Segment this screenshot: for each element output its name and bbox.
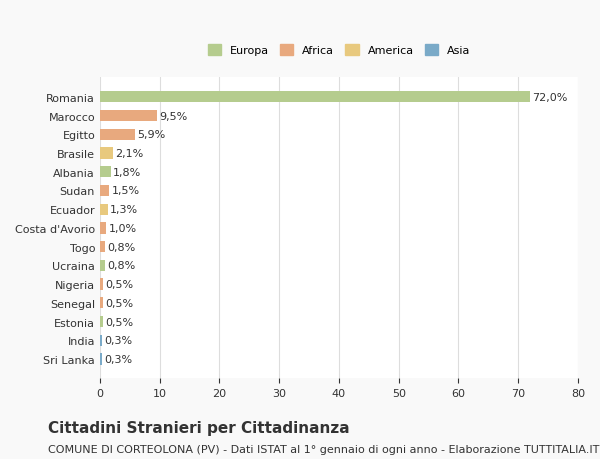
Text: 1,5%: 1,5% [112, 186, 139, 196]
Bar [100, 204, 108, 215]
Text: 0,3%: 0,3% [104, 336, 132, 346]
Text: 0,3%: 0,3% [104, 354, 132, 364]
Text: 72,0%: 72,0% [533, 93, 568, 102]
Bar [100, 260, 105, 271]
Text: 9,5%: 9,5% [159, 111, 187, 121]
Bar [100, 335, 102, 346]
Bar [100, 148, 113, 159]
Text: 1,3%: 1,3% [110, 205, 138, 215]
Text: COMUNE DI CORTEOLONA (PV) - Dati ISTAT al 1° gennaio di ogni anno - Elaborazione: COMUNE DI CORTEOLONA (PV) - Dati ISTAT a… [48, 444, 599, 454]
Text: 1,8%: 1,8% [113, 168, 142, 177]
Bar [100, 167, 111, 178]
Text: 0,5%: 0,5% [106, 280, 133, 290]
Legend: Europa, Africa, America, Asia: Europa, Africa, America, Asia [208, 45, 470, 56]
Text: 0,8%: 0,8% [107, 242, 136, 252]
Text: 5,9%: 5,9% [137, 130, 166, 140]
Bar [100, 316, 103, 327]
Text: 1,0%: 1,0% [109, 224, 136, 233]
Text: Cittadini Stranieri per Cittadinanza: Cittadini Stranieri per Cittadinanza [48, 420, 350, 435]
Bar [100, 279, 103, 290]
Text: 0,5%: 0,5% [106, 317, 133, 327]
Text: 0,8%: 0,8% [107, 261, 136, 271]
Bar [100, 223, 106, 234]
Bar [100, 92, 530, 103]
Bar [100, 297, 103, 309]
Bar [100, 185, 109, 196]
Bar [100, 111, 157, 122]
Text: 0,5%: 0,5% [106, 298, 133, 308]
Bar [100, 241, 105, 253]
Text: 2,1%: 2,1% [115, 149, 143, 159]
Bar [100, 129, 135, 140]
Bar [100, 353, 102, 365]
